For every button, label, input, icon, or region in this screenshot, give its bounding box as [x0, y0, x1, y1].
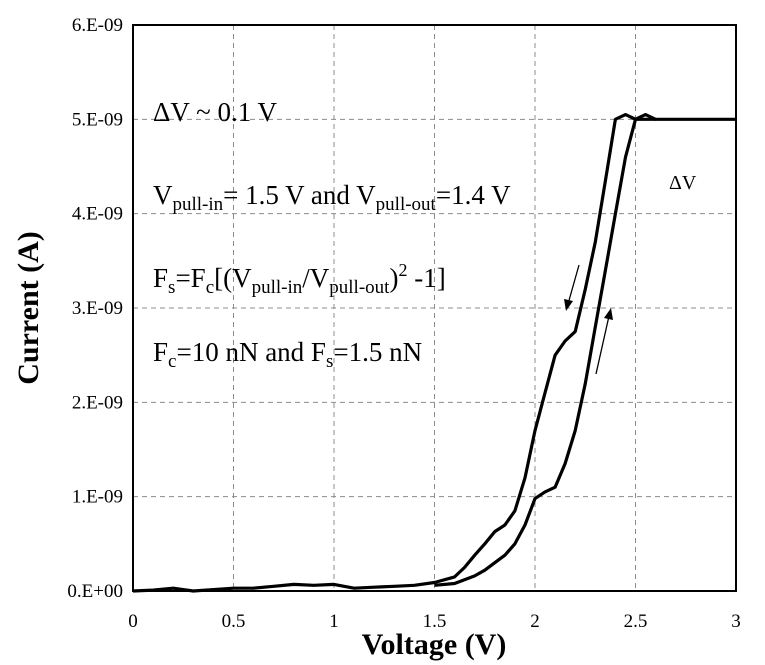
- pull-out-curve: [132, 112, 656, 593]
- y-tick-label: 3.E-09: [72, 298, 123, 319]
- plot-frame: [132, 24, 737, 592]
- y-tick-label: 2.E-09: [72, 392, 123, 413]
- pull-in-curve: [434, 112, 736, 587]
- x-tick-labels: 0 0.5 1 1.5 2 2.5 3: [128, 611, 741, 632]
- y-tick-label: 5.E-09: [72, 109, 123, 130]
- delta-v-annotation: ΔV ~ 0.1 V: [153, 97, 277, 127]
- x-tick-label: 2.5: [624, 611, 648, 632]
- y-tick-label: 6.E-09: [72, 15, 123, 36]
- pull-in-direction-arrow: [595, 315, 610, 375]
- x-tick-label: 1: [329, 611, 339, 632]
- x-tick-label: 2: [530, 611, 540, 632]
- pull-out-direction-arrow: [567, 264, 580, 305]
- y-tick-labels: 0.E+00 1.E-09 2.E-09 3.E-09 4.E-09 5.E-09 6.E-…: [67, 15, 123, 602]
- x-axis-title: Voltage (V): [362, 628, 507, 661]
- fs-formula-annotation: Fs=Fc[(Vpull-in/Vpull-out)2 -1]: [153, 260, 446, 298]
- x-tick-label: 0.5: [222, 611, 246, 632]
- x-tick-label: 1.5: [423, 611, 447, 632]
- pull-voltage-annotation: Vpull-in= 1.5 V and Vpull-out=1.4 V: [153, 180, 511, 215]
- y-tick-label: 4.E-09: [72, 204, 123, 225]
- hysteresis-delta-v-label: ΔV: [669, 172, 697, 194]
- force-values-annotation: Fc=10 nN and Fs=1.5 nN: [153, 337, 422, 372]
- x-tick-label: 3: [731, 611, 741, 632]
- y-axis-title: Current (A): [12, 231, 45, 385]
- y-tick-label: 0.E+00: [67, 581, 123, 602]
- pull-in-arrowhead: [604, 308, 613, 320]
- x-tick-label: 0: [128, 611, 138, 632]
- pull-out-arrowhead: [564, 299, 573, 311]
- y-tick-label: 1.E-09: [72, 487, 123, 508]
- series-lines: [132, 112, 736, 593]
